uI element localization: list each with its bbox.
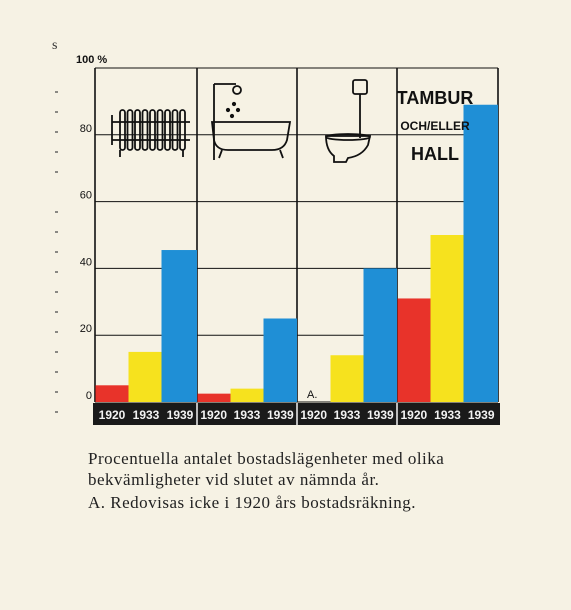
caption-note: A. Redovisas icke i 1920 års bostadsräkn… bbox=[88, 493, 416, 512]
bar-1933-group-3 bbox=[330, 355, 364, 402]
bar-1939-group-3 bbox=[363, 268, 397, 402]
y-tick-label: 60 bbox=[80, 190, 92, 202]
shower-head bbox=[232, 85, 242, 95]
water-drop bbox=[225, 107, 231, 113]
bar-1920-group-2 bbox=[197, 393, 231, 402]
toilet-seat bbox=[325, 133, 371, 141]
group-label-line: TAMBUR bbox=[397, 88, 474, 108]
bar-1939-group-2 bbox=[263, 318, 297, 402]
missing-value-marker: A. bbox=[307, 389, 317, 401]
bars bbox=[95, 104, 498, 403]
y-tick-label: 20 bbox=[80, 323, 92, 335]
water-drop bbox=[235, 107, 241, 113]
cistern bbox=[352, 79, 368, 95]
x-tick-label: 1933 bbox=[133, 408, 160, 422]
margin-letter: s bbox=[52, 38, 58, 53]
x-axis: 1920 1933 1939 1920 1933 1939 1920 1933 1939 1920… bbox=[93, 403, 500, 425]
caption-main: Procentuella antalet bostadslägenheter m… bbox=[88, 449, 445, 489]
x-tick-label: 1933 bbox=[334, 408, 361, 422]
radiator-fin bbox=[156, 109, 164, 151]
axis-text: 0 20 40 60 80 100 % A. TAMBUR OCH/ELLER HALL bbox=[76, 54, 473, 402]
radiator-icon bbox=[111, 109, 190, 157]
x-tick-label: 1939 bbox=[267, 408, 294, 422]
bar-1939-group-4 bbox=[463, 104, 498, 403]
bar-1920-group-4 bbox=[397, 298, 431, 402]
bar-1933-group-4 bbox=[430, 235, 464, 402]
group-label-line: OCH/ELLER bbox=[400, 119, 470, 133]
bar-1920-group-1 bbox=[95, 385, 129, 402]
water-drop bbox=[229, 113, 235, 119]
y-tick-label: 40 bbox=[80, 256, 92, 268]
x-tick-label: 1920 bbox=[300, 408, 327, 422]
toilet-icon bbox=[325, 79, 372, 163]
radiator-fin bbox=[119, 109, 126, 151]
tub-foot bbox=[218, 149, 223, 159]
water-drop bbox=[231, 101, 237, 107]
x-tick-label: 1920 bbox=[400, 408, 427, 422]
caption: Procentuella antalet bostadslägenheter m… bbox=[88, 448, 498, 513]
x-tick-label: 1933 bbox=[234, 408, 261, 422]
x-tick-label: 1933 bbox=[434, 408, 461, 422]
radiator-fin bbox=[171, 109, 179, 151]
bar-chart: 0 20 40 60 80 100 % A. TAMBUR OCH/ELLER HALL 1920… bbox=[55, 54, 500, 425]
x-tick-label: 1920 bbox=[99, 408, 126, 422]
radiator-fin bbox=[134, 109, 141, 151]
group-label-line: HALL bbox=[411, 144, 459, 164]
x-tick-label: 1939 bbox=[367, 408, 394, 422]
radiator-fin bbox=[164, 109, 171, 151]
bar-1933-group-2 bbox=[230, 388, 264, 402]
radiator-fin bbox=[149, 109, 156, 151]
radiator-fin bbox=[141, 109, 149, 151]
bar-1939-group-1 bbox=[161, 250, 197, 402]
radiator-fin bbox=[179, 109, 186, 151]
bathtub-icon bbox=[210, 83, 292, 160]
x-tick-label: 1939 bbox=[468, 408, 495, 422]
bar-1933-group-1 bbox=[128, 351, 162, 402]
radiator-fin bbox=[126, 109, 134, 151]
x-tick-label: 1939 bbox=[167, 408, 194, 422]
y-tick-label: 0 bbox=[86, 390, 92, 402]
tub-foot bbox=[279, 149, 284, 159]
toilet-bowl bbox=[325, 135, 372, 163]
tub-body bbox=[210, 121, 292, 151]
y-tick-label: 80 bbox=[80, 123, 92, 135]
x-tick-label: 1920 bbox=[200, 408, 227, 422]
left-margin-ticks bbox=[55, 91, 58, 413]
y-unit-label: 100 % bbox=[76, 54, 107, 66]
icons bbox=[111, 79, 372, 163]
